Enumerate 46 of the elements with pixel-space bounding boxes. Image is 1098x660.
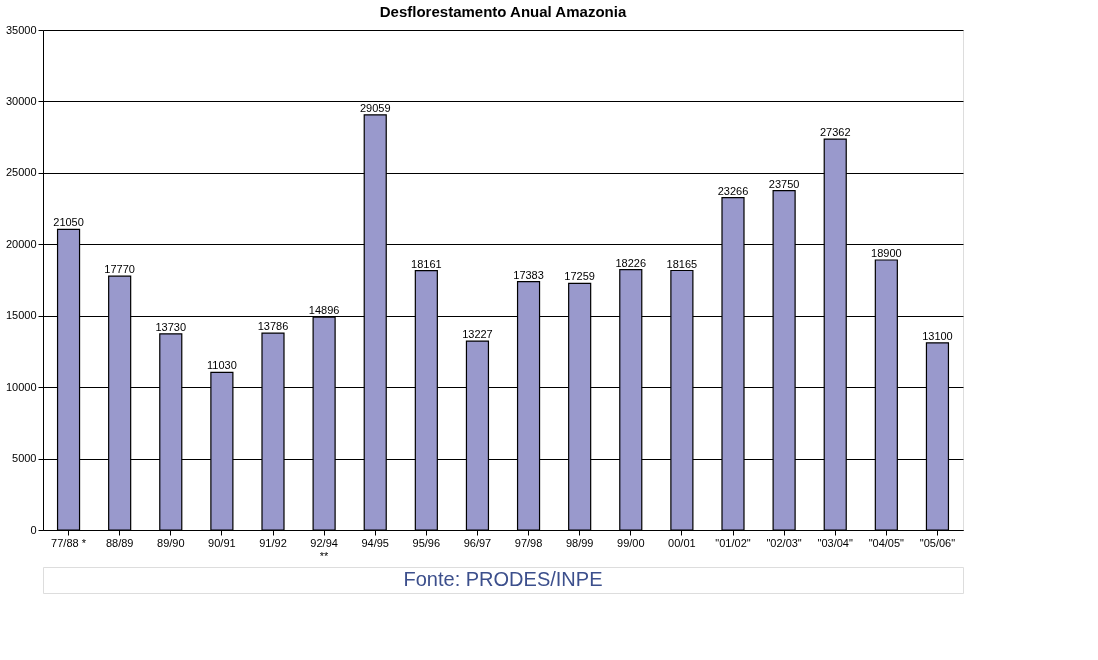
- x-tick-label: "02/03": [766, 536, 802, 549]
- x-tick-label: 00/01: [668, 536, 696, 549]
- x-tick-label: 91/92: [259, 536, 287, 549]
- x-tick-label: 99/00: [617, 536, 645, 549]
- data-label: 14896: [308, 304, 340, 317]
- data-label: 13100: [922, 329, 953, 342]
- chart-title: Desflorestamento Anual Amazonia: [379, 3, 627, 20]
- y-tick-label: 5000: [12, 452, 37, 465]
- data-label: 23750: [768, 177, 800, 190]
- data-label: 18226: [615, 256, 647, 269]
- x-tick-label: 77/88 *: [51, 536, 87, 549]
- y-tick-label: 30000: [5, 94, 37, 107]
- x-tick-label: 89/90: [157, 536, 185, 549]
- data-label: 29059: [359, 101, 391, 114]
- data-label: 18900: [871, 247, 902, 259]
- y-tick-label: 25000: [5, 166, 37, 179]
- x-tick-label: 92/94 **: [310, 536, 338, 562]
- data-label: 21050: [53, 216, 84, 229]
- x-tick-label: 96/97: [463, 536, 492, 549]
- data-label: 11030: [207, 359, 237, 372]
- data-label: 23266: [717, 184, 749, 197]
- x-tick-label: "01/02": [715, 536, 751, 549]
- data-label: 27362: [819, 126, 851, 139]
- y-tick-label: 20000: [5, 237, 37, 250]
- y-tick-label: 15000: [5, 309, 37, 322]
- source-note: Fonte: PRODES/INPE: [403, 568, 603, 590]
- x-tick-label: 98/99: [565, 536, 594, 549]
- y-tick-label: 10000: [5, 380, 37, 393]
- data-label: 13227: [462, 328, 493, 341]
- data-label: 13786: [257, 320, 289, 333]
- x-tick-label: 95/96: [412, 536, 441, 549]
- y-tick-label: 35000: [5, 23, 37, 36]
- y-tick-label: 0: [30, 523, 37, 536]
- data-label: 18161: [411, 257, 442, 270]
- data-label: 17259: [564, 270, 595, 283]
- data-label: 13730: [155, 320, 187, 333]
- data-label: 17770: [104, 263, 135, 276]
- data-label: 17383: [513, 268, 544, 281]
- x-tick-label: 88/89: [105, 536, 134, 549]
- x-tick-label: 94/95: [361, 536, 389, 549]
- x-tick-label: 90/91: [208, 536, 236, 549]
- x-tick-label: "04/05": [868, 536, 905, 549]
- x-tick-label: 97/98: [514, 536, 543, 549]
- data-label: 18165: [666, 257, 698, 270]
- x-tick-label: "03/04": [817, 536, 853, 549]
- x-tick-label: "05/06": [919, 536, 956, 549]
